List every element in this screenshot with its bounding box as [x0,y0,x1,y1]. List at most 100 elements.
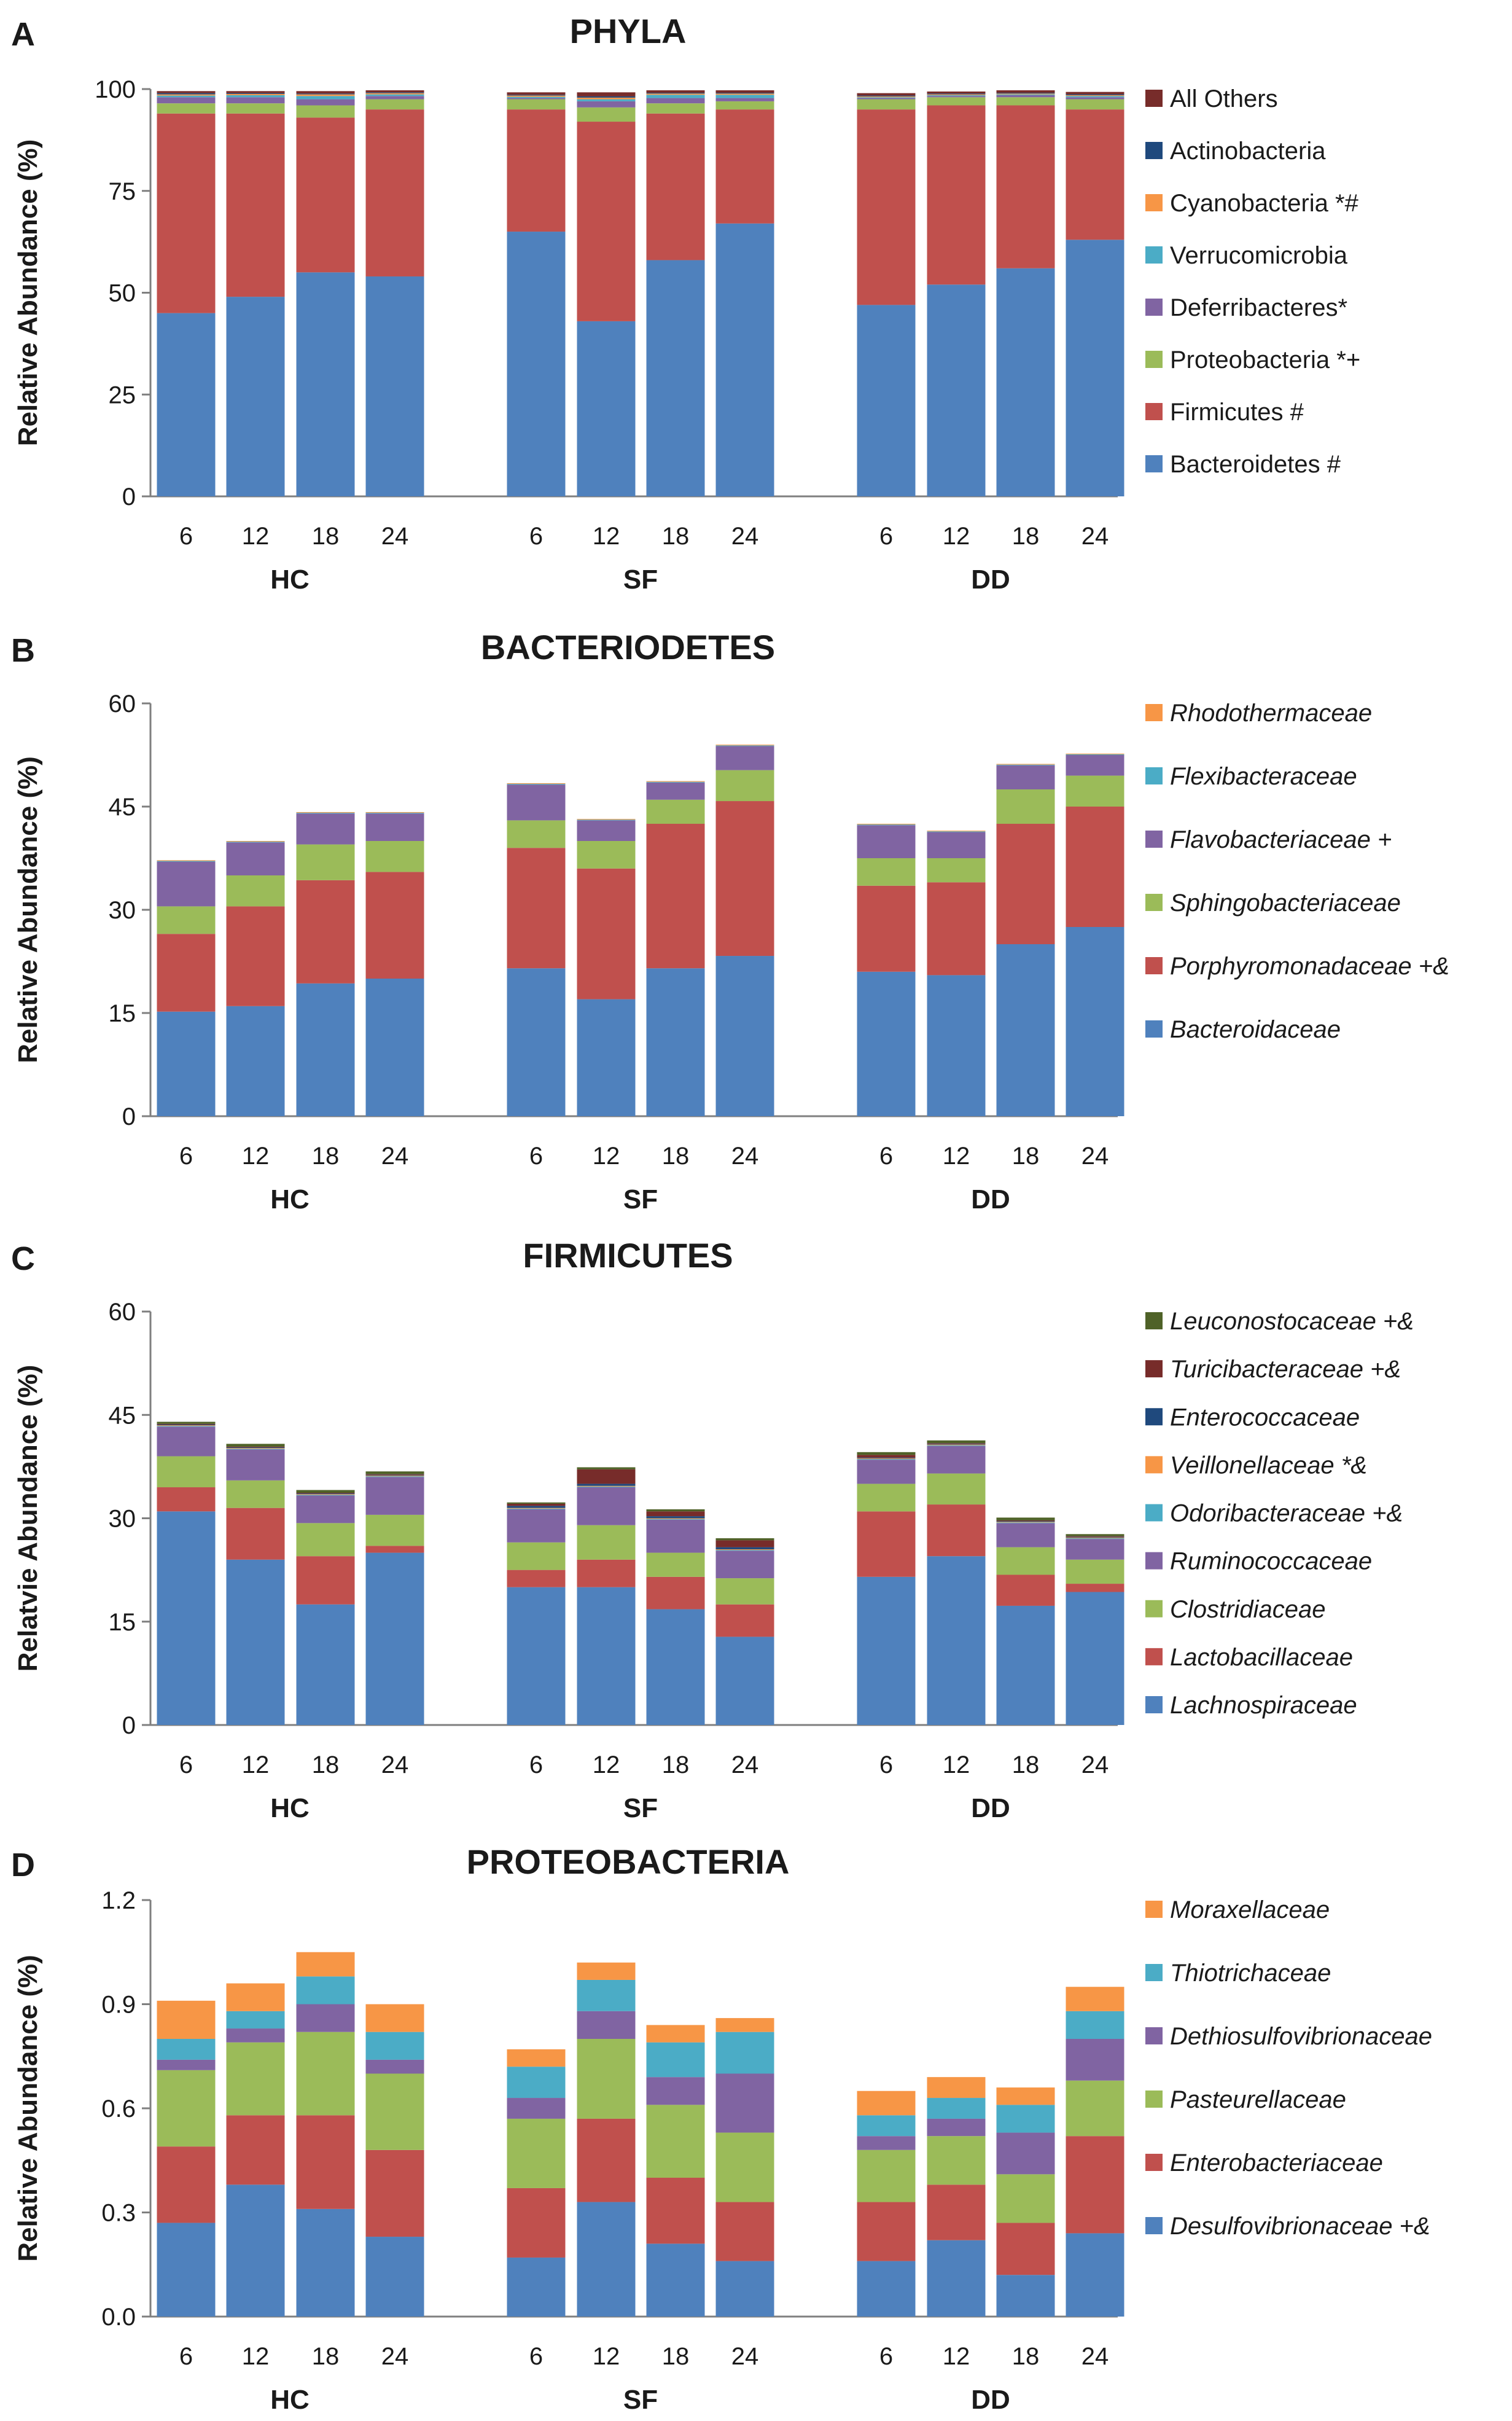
y-tick-label: 50 [109,280,136,307]
bar-segment-3 [226,2042,285,2116]
bar-segment-8 [226,91,285,93]
bar-segment-7 [927,93,986,95]
bar-segment-5 [927,1445,986,1446]
bar-segment-3 [296,105,355,118]
bar-segment-8 [646,90,705,93]
x-tick-label: 6 [179,523,193,550]
legend-label: Porphyromonadaceae +& [1170,953,1449,980]
x-tick-label: 24 [381,523,409,550]
bar-segment-3 [365,1514,424,1546]
panel-title: PROTEOBACTERIA [467,1842,790,1881]
bar-segment-1 [157,313,216,496]
bar-segment-1 [507,968,566,1116]
bar-segment-5 [996,1522,1055,1523]
bar-segment-1 [577,1587,636,1725]
bar-segment-6 [715,93,774,95]
legend-label: Dethiosulfovibrionaceae [1170,2023,1432,2050]
bar-segment-3 [507,99,566,110]
bar-segment-6 [857,96,916,98]
bar-segment-8 [927,1443,986,1444]
bar-segment-1 [226,2184,285,2317]
bar-segment-1 [857,305,916,496]
x-tick-label: 12 [593,1751,620,1778]
bar-segment-6 [157,860,216,861]
bar-segment-5 [646,781,705,783]
bar-segment-1 [927,975,986,1116]
x-tick-label: 18 [312,2343,340,2370]
x-tick-label: 6 [179,1143,193,1170]
bar-segment-6 [996,93,1055,95]
legend-swatch [1145,194,1163,211]
bar-segment-5 [365,2032,424,2060]
bar-segment-5 [577,819,636,821]
bar-segment-4 [365,813,424,841]
bar-segment-2 [646,1576,705,1609]
bar-segment-3 [927,1473,986,1505]
bar-segment-3 [857,2149,916,2202]
bar-segment-1 [296,2208,355,2317]
bar-segment-2 [577,122,636,321]
bar-segment-4 [577,1487,636,1525]
bar-segment-6 [1066,95,1124,96]
bar-segment-5 [365,1476,424,1477]
bar-segment-6 [646,2025,705,2043]
legend-label: Enterococcaceae [1170,1404,1360,1431]
x-tick-label: 6 [879,2343,893,2370]
bar-segment-7 [577,1484,636,1486]
bar-segment-3 [1066,1559,1124,1584]
bar-segment-2 [1066,2136,1124,2234]
bar-segment-3 [715,1578,774,1605]
bar-segment-5 [1066,96,1124,98]
bar-segment-4 [715,1551,774,1579]
bar-segment-1 [646,2243,705,2317]
bar-segment-4 [857,98,916,100]
bar-segment-2 [507,109,566,232]
x-tick-label: 18 [312,1751,340,1778]
bar-segment-6 [226,841,285,842]
bar-segment-5 [507,2067,566,2098]
bar-segment-1 [157,1011,216,1116]
legend-swatch [1145,403,1163,420]
legend-swatch [1145,831,1163,848]
bar-segment-2 [507,848,566,969]
bar-segment-8 [296,91,355,94]
bar-segment-6 [296,1952,355,1977]
x-tick-label: 24 [381,2343,409,2370]
bar-segment-9 [507,1502,566,1504]
bar-segment-3 [157,2070,216,2147]
bar-segment-1 [646,968,705,1116]
x-tick-label: 18 [312,523,340,550]
legend-label: Clostridiaceae [1170,1596,1325,1623]
bar-segment-1 [646,260,705,496]
bar-segment-3 [157,1456,216,1488]
bar-segment-9 [157,1422,216,1424]
bar-segment-6 [1066,1987,1124,2011]
bar-segment-6 [927,2077,986,2098]
bar-segment-2 [296,1556,355,1605]
bar-segment-5 [857,97,916,98]
legend-swatch [1145,2027,1163,2044]
legend-label: Rhodothermaceae [1170,700,1372,727]
bar-segment-2 [1066,1584,1124,1592]
panel-title: PHYLA [570,12,687,50]
x-tick-label: 24 [731,1143,759,1170]
bar-segment-2 [927,882,986,976]
bar-segment-2 [927,105,986,285]
legend-swatch [1145,351,1163,368]
bar-segment-2 [157,113,216,313]
bar-segment-6 [577,1485,636,1487]
group-label: SF [623,565,658,595]
panel-letter: B [11,632,35,669]
bar-segment-1 [577,2202,636,2317]
legend-swatch [1145,1312,1163,1329]
panel-title: BACTERIODETES [481,628,775,667]
legend-label: Firmicutes # [1170,399,1304,426]
bar-segment-2 [507,1570,566,1587]
bar-segment-1 [996,268,1055,496]
bar-segment-5 [646,2042,705,2078]
bar-segment-3 [226,1480,285,1508]
bar-segment-4 [365,96,424,100]
bar-segment-9 [365,1471,424,1474]
y-tick-label: 0 [122,1103,136,1130]
bar-segment-4 [927,96,986,98]
